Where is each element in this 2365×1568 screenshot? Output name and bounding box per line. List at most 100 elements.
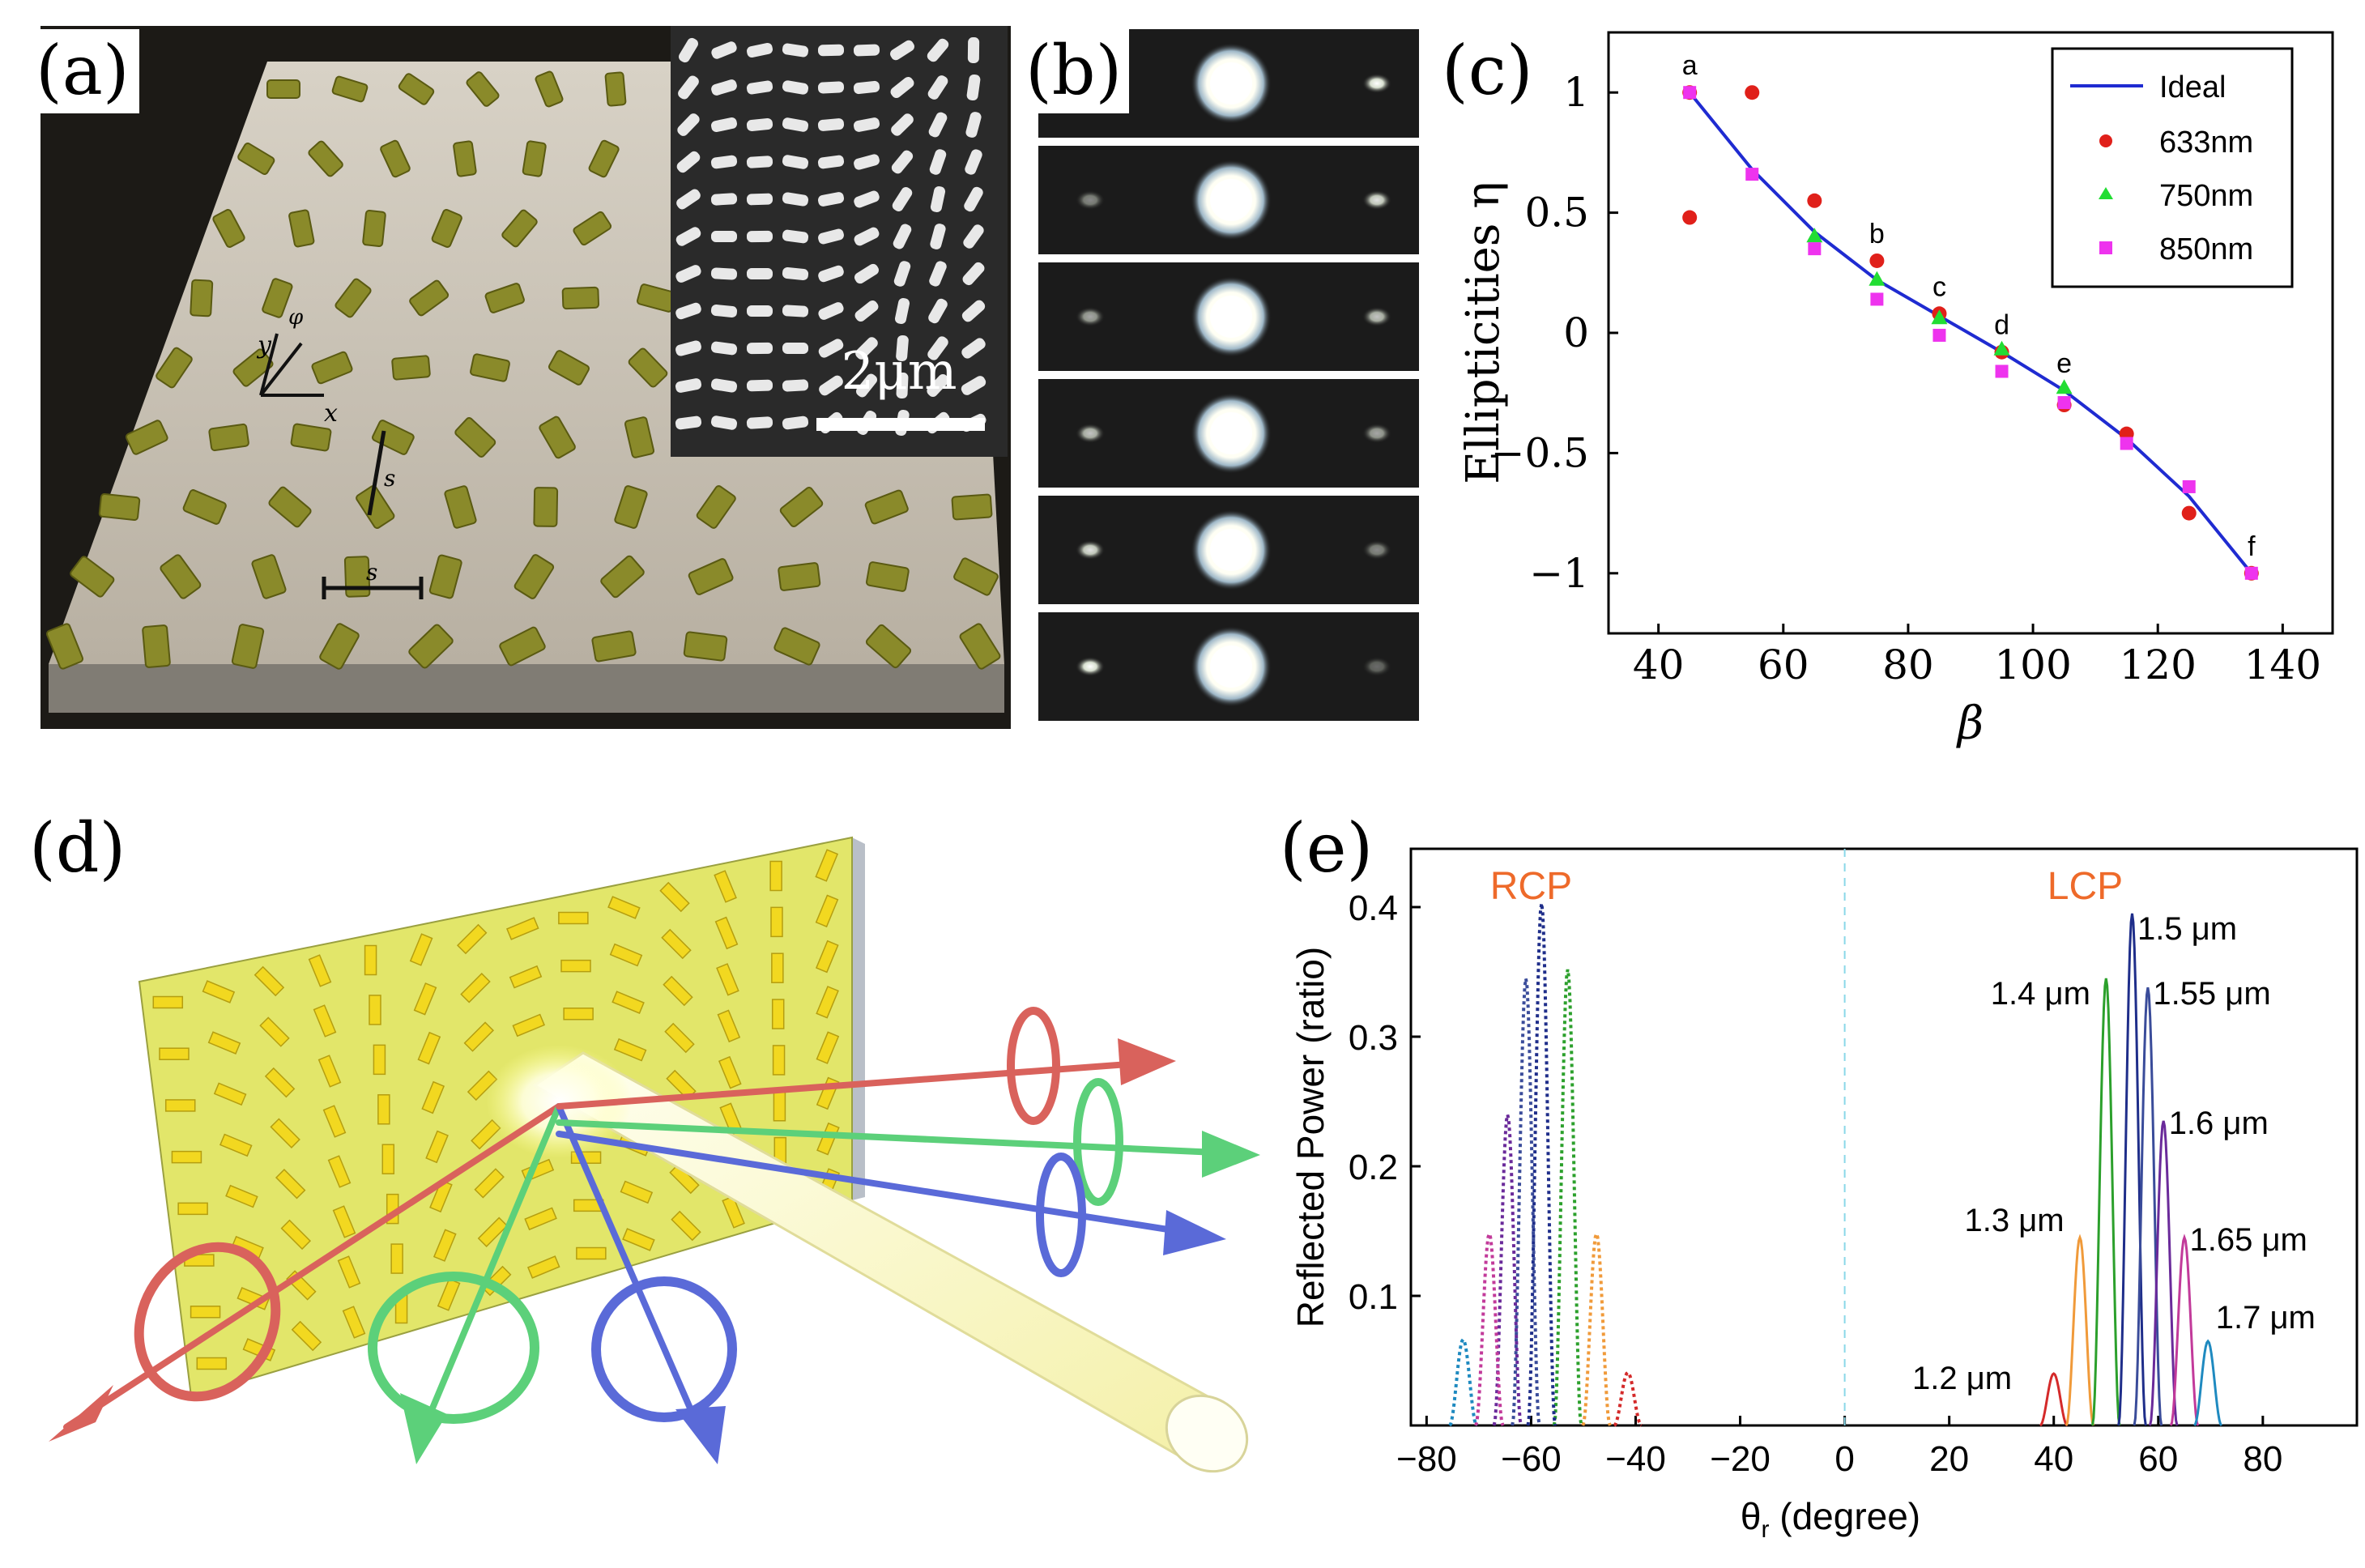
marker-850nm [1808,242,1822,256]
sem-nanorod [854,227,880,246]
metasurface-nanorod [526,1255,560,1279]
point-label: c [1932,271,1946,302]
zero-order-core [1210,62,1252,104]
nanorod [513,554,555,599]
nanorod [237,143,275,175]
sem-nanorod [855,373,878,398]
metasurface-nanorod [421,1080,445,1114]
nanorod [428,554,462,599]
zero-order-core [1210,412,1252,454]
panel-c-label: (c) [1442,31,1533,110]
marker-850nm [2120,437,2133,450]
sem-nanorod [710,193,738,206]
sem-nanorod [855,337,878,360]
chart-c-y-axis-title: Ellipticities η [1457,181,1510,484]
nanorod [262,278,293,318]
legend-swatch-850 [2099,241,2112,254]
green-polarization-ring-left [368,1272,539,1424]
blue-polarization-ring-left [591,1276,737,1422]
metasurface-nanorod [417,1031,441,1065]
sem-nanorod [928,112,948,138]
marker-850nm [1995,364,2009,378]
sem-nanorod [782,229,809,244]
sem-nanorod [818,339,844,358]
zero-order-core [1210,646,1252,688]
sem-nanorod [896,372,909,399]
sem-nanorod [817,155,845,169]
red-polarization-ring-left [134,1242,281,1402]
y-tick-label: 0.3 [1349,1018,1398,1058]
sem-nanorod [966,74,981,101]
metasurface-nanorod [377,1094,390,1125]
rcp-peak [1526,903,1557,1426]
metasurface-nanorods [152,849,841,1370]
polarization-group-label: LCP [2048,865,2123,908]
sem-nanorod [710,378,738,393]
sem-nanorod [678,75,699,100]
metasurface-nanorod [280,1219,312,1251]
sem-nanorod [961,300,986,322]
nanorod [953,557,999,596]
metasurface-nanorod [190,1306,221,1319]
green-arrowhead-right [1202,1131,1260,1178]
metasurface-nanorod [425,1130,449,1164]
x-tick-label: 60 [1758,641,1809,688]
metasurface-nanorod [659,881,690,913]
nanorod [380,139,411,178]
metasurface-nanorod [342,1306,366,1339]
sem-nanorod [961,338,986,359]
sem-nanorod [853,117,880,132]
nanorod [573,211,612,246]
sem-nanorod [927,75,948,100]
sem-nanorod [927,374,949,397]
marker-850nm [2182,479,2196,493]
nanorod [331,75,369,103]
nanorod [951,493,993,521]
metasurface-nanorod [456,923,488,955]
metasurface-nanorod [460,973,491,1003]
metasurface-nanorod [381,1144,395,1174]
metasurface-nanorod [718,1055,742,1089]
nanorod [548,350,590,386]
blue-beam-left [556,1103,708,1445]
nanorod [683,631,728,662]
metasurface-nanorod [337,1255,361,1289]
peak-label: 1.65 μm [2190,1222,2307,1258]
peak-label: 1.2 μm [1912,1361,2012,1396]
point-label: e [2056,348,2072,379]
sem-nanorod [890,77,914,98]
sem-nanorod [676,151,701,173]
zero-order-core [1210,529,1252,571]
x-tick-label: −40 [1605,1439,1666,1479]
metasurface-nanorod [815,849,839,882]
sem-nanorod [710,415,738,430]
point-label: a [1682,50,1698,81]
x-tick-label: −20 [1710,1439,1771,1479]
lcp-peak [2133,986,2163,1426]
right-order-spot [1362,74,1391,93]
metasurface-nanorod [177,1202,208,1216]
sem-nanorod [891,113,914,136]
panel-a: 2μm x y φ s s (a) [29,26,1011,729]
nanorod-array [45,70,1001,670]
sem-nanorod [818,302,844,320]
sem-nanorod [782,43,809,58]
x-tick-label: 120 [2119,641,2196,688]
nanorod [600,555,645,599]
blue-polarization-ring-right [1036,1153,1086,1277]
left-order-spot [1076,190,1105,210]
left-order-spot [1076,657,1105,676]
y-tick-label: 0.5 [1524,190,1589,236]
lcp-peak [2149,1120,2179,1426]
metasurface-nanorod [171,1150,202,1164]
panel-e: (e) −80 −60 −40 −20 0 20 40 60 80 0.1 0.2 0.3 0.4 θ… [1280,808,2359,1543]
chart-c-plot-area: a b c d e f [1682,50,2259,581]
blue-arrowhead-left [675,1406,726,1464]
metasurface-nanorod [815,940,839,974]
diffracted-beams [49,1007,1260,1464]
marker-633nm [1682,210,1698,225]
metasurface-nanorod [433,1229,457,1262]
spacing-label-horizontal: s [366,559,377,586]
metasurface-nanorod [524,1207,557,1231]
x-tick-label: 80 [1882,641,1934,688]
